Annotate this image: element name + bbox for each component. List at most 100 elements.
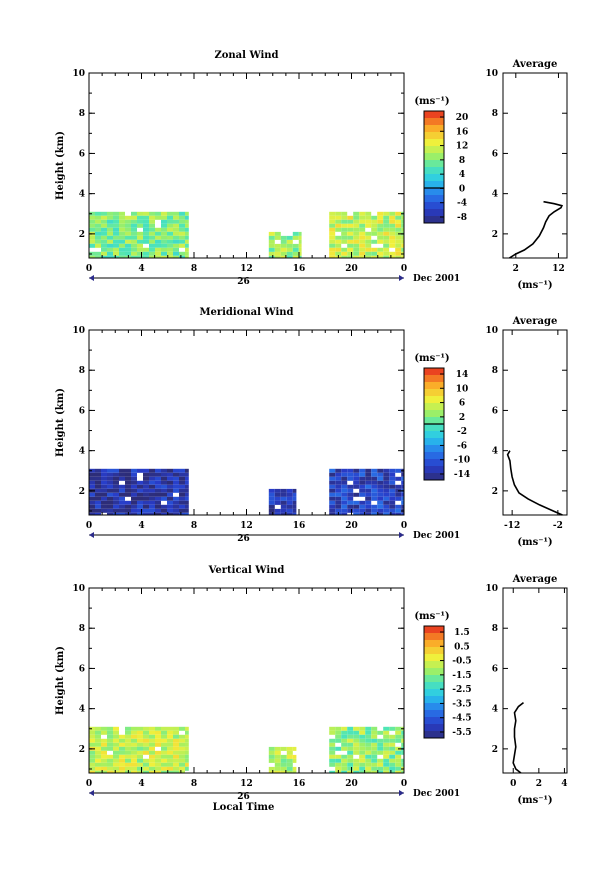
heatmap-cell bbox=[268, 766, 275, 771]
heatmap-cell bbox=[149, 766, 155, 771]
average-y-tick-label: 10 bbox=[485, 69, 498, 79]
heatmap-cell bbox=[149, 738, 155, 743]
heatmap-cell bbox=[131, 223, 137, 228]
heatmap-cell bbox=[274, 750, 281, 755]
heatmap-cell bbox=[401, 243, 404, 248]
heatmap-cell bbox=[292, 770, 297, 773]
heatmap-cell bbox=[371, 239, 378, 244]
heatmap-cell bbox=[377, 255, 384, 259]
heatmap-cell bbox=[280, 243, 287, 248]
heatmap-cell bbox=[167, 247, 173, 252]
colorbar-segment bbox=[424, 661, 444, 669]
heatmap-cell bbox=[137, 215, 143, 220]
colorbar-segment bbox=[424, 125, 444, 133]
heatmap-cell bbox=[274, 235, 281, 240]
heatmap-cell bbox=[286, 750, 293, 755]
heatmap-cell bbox=[143, 742, 149, 747]
heatmap-cell bbox=[268, 508, 275, 513]
heatmap-cell bbox=[389, 223, 396, 228]
heatmap-cell bbox=[274, 243, 281, 248]
heatmap-cell bbox=[268, 255, 275, 258]
heatmap-cell bbox=[113, 223, 119, 228]
heatmap-cell bbox=[143, 223, 149, 228]
heatmap-cell bbox=[125, 243, 131, 248]
heatmap-cell bbox=[341, 762, 348, 767]
heatmap-cell bbox=[365, 726, 372, 731]
colorbar-segment bbox=[424, 654, 444, 662]
heatmap-cell bbox=[149, 750, 155, 755]
heatmap-cell bbox=[365, 754, 372, 759]
heatmap-cell bbox=[185, 239, 189, 244]
x-tick-label: 8 bbox=[191, 779, 197, 789]
heatmap-cell bbox=[167, 219, 173, 224]
heatmap-cell bbox=[167, 758, 173, 763]
heatmap-cell bbox=[377, 219, 384, 224]
heatmap-cell bbox=[341, 247, 348, 252]
heatmap-cell bbox=[167, 235, 173, 240]
heatmap-cell bbox=[185, 476, 189, 481]
heatmap-cell bbox=[167, 754, 173, 759]
heatmap-cell bbox=[335, 219, 342, 224]
heatmap-cell bbox=[149, 235, 155, 240]
heatmap-cell bbox=[274, 500, 281, 505]
heatmap-cell bbox=[137, 239, 143, 244]
heatmap-cell bbox=[389, 734, 396, 739]
heatmap-cell bbox=[137, 492, 143, 497]
heatmap-cell bbox=[107, 762, 113, 767]
heatmap-cell bbox=[113, 504, 119, 509]
heatmap-cell bbox=[125, 480, 131, 485]
heatmap-cell bbox=[179, 235, 185, 240]
x-tick-label: 20 bbox=[345, 521, 358, 531]
heatmap-cell bbox=[383, 770, 390, 774]
heatmap-cell bbox=[298, 247, 302, 252]
heatmap-cell bbox=[89, 770, 95, 774]
average-x-unit: (ms⁻¹) bbox=[517, 795, 552, 806]
heatmap-cell bbox=[383, 762, 390, 767]
heatmap-cell bbox=[149, 239, 155, 244]
colorbar-segment bbox=[424, 209, 444, 217]
heatmap-cell bbox=[359, 484, 366, 489]
average-y-tick-label: 8 bbox=[492, 109, 498, 119]
heatmap-cell bbox=[143, 734, 149, 739]
heatmap-cell bbox=[173, 750, 179, 755]
heatmap-cell bbox=[377, 512, 384, 516]
heatmap-cell bbox=[329, 251, 336, 256]
heatmap-cell bbox=[341, 215, 348, 220]
heatmap-cell bbox=[377, 730, 384, 735]
heatmap-cell bbox=[173, 223, 179, 228]
heatmap-cell bbox=[131, 504, 137, 509]
heatmap-cell bbox=[359, 215, 366, 220]
heatmap-cell bbox=[389, 211, 396, 216]
heatmap-cell bbox=[401, 239, 404, 244]
heatmap-cell bbox=[395, 508, 402, 513]
heatmap-cell bbox=[185, 754, 189, 759]
heatmap-cell bbox=[335, 251, 342, 256]
heatmap-cell bbox=[107, 758, 113, 763]
heatmap-cell bbox=[161, 480, 167, 485]
heatmap-cell bbox=[113, 746, 119, 751]
heatmap-cell bbox=[383, 468, 390, 473]
heatmap-cell bbox=[377, 766, 384, 771]
heatmap-cell bbox=[353, 251, 360, 256]
average-y-tick-label: 6 bbox=[492, 406, 498, 416]
heatmap-cell bbox=[107, 480, 113, 485]
heatmap-cell bbox=[167, 231, 173, 236]
heatmap-cell bbox=[274, 488, 281, 493]
heatmap-cell bbox=[167, 512, 173, 516]
heatmap-cell bbox=[329, 255, 336, 259]
heatmap-cell bbox=[377, 251, 384, 256]
heatmap-cell bbox=[131, 738, 137, 743]
heatmap-cell bbox=[149, 758, 155, 763]
heatmap-cell bbox=[149, 215, 155, 220]
colorbar-tick-label: 1.5 bbox=[454, 628, 470, 638]
heatmap-cell bbox=[137, 734, 143, 739]
heatmap-cell bbox=[89, 730, 95, 735]
colorbar-segment bbox=[424, 724, 444, 732]
heatmap-cell bbox=[137, 758, 143, 763]
heatmap-cell bbox=[365, 766, 372, 771]
heatmap-cell bbox=[335, 766, 342, 771]
x-tick-label: 0 bbox=[86, 779, 92, 789]
heatmap-cell bbox=[101, 247, 107, 252]
heatmap-cell bbox=[131, 754, 137, 759]
heatmap-cell bbox=[161, 730, 167, 735]
